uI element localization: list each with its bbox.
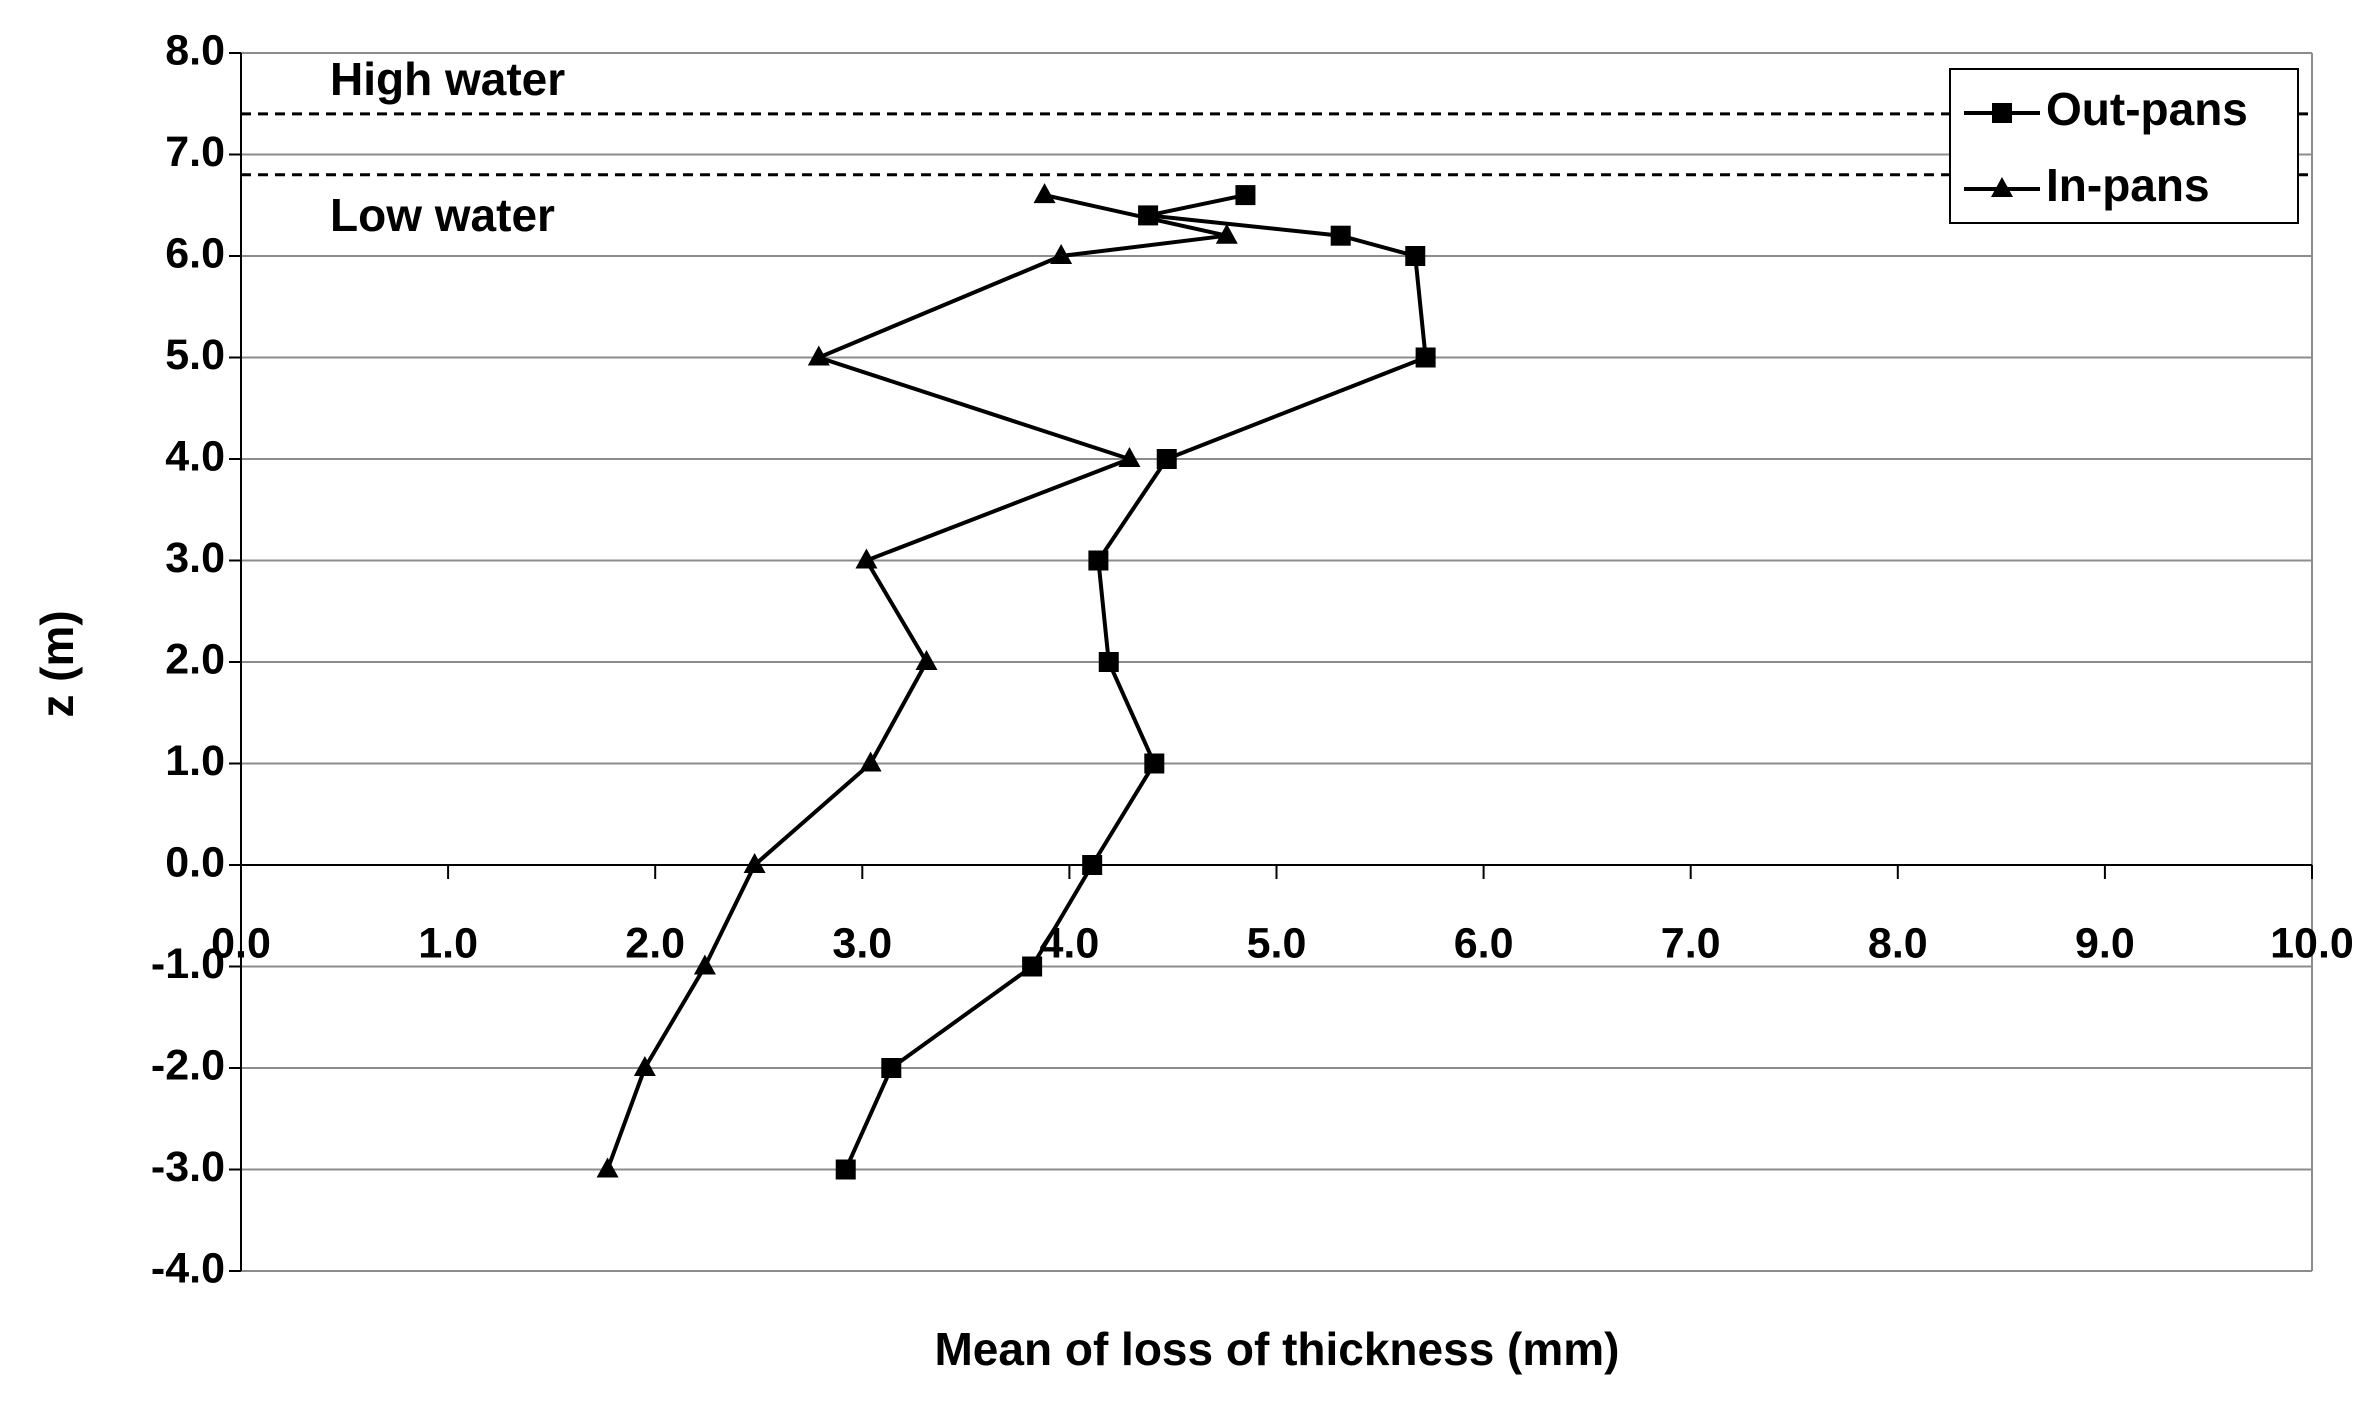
x-tick-label: 5.0 xyxy=(1247,919,1307,967)
legend-box xyxy=(1949,68,2299,224)
legend-label: In-pans xyxy=(2046,159,2210,211)
y-tick-label: -3.0 xyxy=(151,1143,225,1191)
x-tick-label: 10.0 xyxy=(2270,919,2354,967)
marker xyxy=(1033,183,1056,204)
marker xyxy=(859,751,882,772)
marker xyxy=(1098,652,1119,672)
x-tick-label: 3.0 xyxy=(832,919,892,967)
x-tick-label: 2.0 xyxy=(625,919,685,967)
y-tick-label: 3.0 xyxy=(165,534,225,582)
y-tick-label: 8.0 xyxy=(165,26,225,74)
y-tick-label: 5.0 xyxy=(165,331,225,379)
marker xyxy=(1405,246,1426,266)
marker xyxy=(881,1058,902,1078)
annotation: Low water xyxy=(330,189,555,241)
legend-label: Out-pans xyxy=(2046,83,2248,135)
marker xyxy=(1415,347,1436,368)
y-tick-label: -1.0 xyxy=(151,940,225,988)
series-line xyxy=(843,193,1428,1171)
x-tick-label: 0.0 xyxy=(211,919,271,967)
marker xyxy=(835,1159,856,1180)
marker xyxy=(596,1157,619,1178)
y-tick-label: -4.0 xyxy=(151,1244,225,1292)
y-tick-label: 2.0 xyxy=(165,635,225,683)
marker xyxy=(1022,956,1043,977)
x-tick-label: 1.0 xyxy=(418,919,478,967)
y-tick-label: -2.0 xyxy=(151,1041,225,1089)
legend-marker xyxy=(1992,103,2012,123)
marker xyxy=(633,1056,656,1076)
marker xyxy=(855,548,878,569)
x-tick-label: 8.0 xyxy=(1868,919,1928,967)
marker xyxy=(1082,855,1103,875)
y-tick-label: 0.0 xyxy=(165,838,225,886)
marker xyxy=(915,650,938,670)
marker xyxy=(1235,185,1256,206)
x-axis-title: Mean of loss of thickness (mm) xyxy=(934,1323,1619,1375)
y-tick-label: 6.0 xyxy=(165,229,225,277)
y-tick-label: 1.0 xyxy=(165,737,225,785)
marker xyxy=(1215,223,1238,244)
series-line xyxy=(605,193,1228,1171)
marker xyxy=(1156,449,1177,469)
annotation: High water xyxy=(330,53,565,105)
x-tick-label: 9.0 xyxy=(2075,919,2135,967)
marker xyxy=(1144,753,1165,774)
marker xyxy=(807,345,830,366)
marker xyxy=(1050,244,1073,264)
legend-marker xyxy=(1991,177,2013,197)
marker xyxy=(693,954,716,975)
x-tick-label: 7.0 xyxy=(1661,919,1721,967)
marker xyxy=(1330,225,1351,246)
y-tick-label: 7.0 xyxy=(165,128,225,176)
y-axis-title: z (m) xyxy=(31,610,83,717)
y-tick-label: 4.0 xyxy=(165,432,225,480)
marker xyxy=(1088,550,1109,571)
marker xyxy=(743,853,766,873)
marker xyxy=(1118,447,1141,467)
x-tick-label: 4.0 xyxy=(1040,919,1100,967)
x-tick-label: 6.0 xyxy=(1454,919,1514,967)
